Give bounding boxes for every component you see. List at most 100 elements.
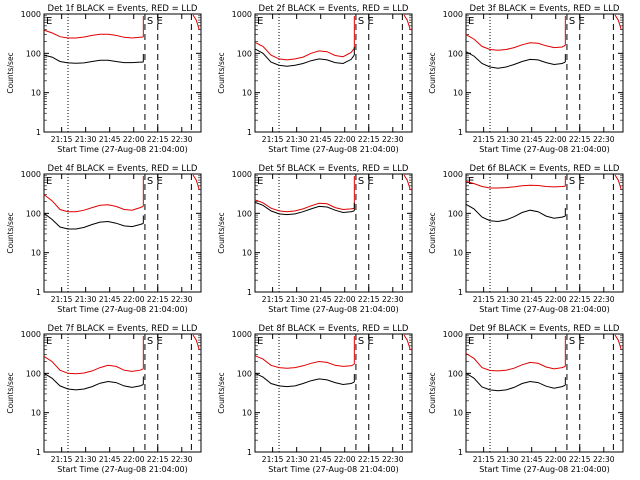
y-axis-label: Counts/sec [428,372,437,413]
x-tick-label: 21:30 [286,295,308,304]
x-tick-label: 22:00 [545,455,567,464]
lld-tail-line [403,14,411,31]
x-tick-label: 21:45 [99,295,121,304]
x-axis-label: Start Time (27-Aug-08 21:04:00) [268,465,399,474]
lld-series-line [465,180,566,189]
y-tick-label: 1000 [232,10,252,19]
x-tick-label: 21:30 [75,295,97,304]
y-tick-label: 1 [36,288,41,297]
x-tick-label: 21:45 [310,295,332,304]
lld-tail-line [614,174,622,191]
panel-8: Det 8f BLACK = Events, RED = LLD 1 10 100 10… [217,324,413,474]
e-marker-label: E [257,16,263,27]
se-marker-label: S E [147,336,163,347]
x-tick-label: 21:30 [497,135,519,144]
se-marker-label: S E [569,16,585,27]
y-tick-label: 1000 [232,170,252,179]
x-tick-label: 22:15 [569,455,591,464]
panel-title: Det 3f BLACK = Events, RED = LLD [470,4,620,14]
y-tick-label: 10 [453,89,463,98]
e-marker-label: E [468,336,474,347]
x-tick-label: 21:15 [262,295,284,304]
x-tick-label: 21:45 [521,295,543,304]
axes-frame [43,173,202,293]
x-tick-label: 21:30 [75,135,97,144]
lld-tail-line [192,334,200,351]
x-axis-label: Start Time (27-Aug-08 21:04:00) [479,305,610,314]
panel-title: Det 2f BLACK = Events, RED = LLD [259,4,409,14]
y-tick-label: 100 [237,369,252,378]
lld-series-line [43,194,144,213]
se-marker-label: S E [147,176,163,187]
e-marker-label: E [468,176,474,187]
y-tick-label: 1000 [443,170,463,179]
x-tick-label: 21:45 [99,455,121,464]
e-marker-label: E [46,16,52,27]
events-series-line [254,372,355,388]
lld-tail-line [403,334,411,351]
y-tick-label: 1000 [443,10,463,19]
axes-frame [465,13,624,133]
e-marker-label: E [468,16,474,27]
y-axis-label: Counts/sec [6,212,15,253]
x-tick-label: 22:30 [382,455,404,464]
x-tick-label: 21:45 [99,135,121,144]
lld-tail-line [192,14,200,31]
events-series-line [254,201,355,216]
x-tick-label: 22:00 [545,295,567,304]
x-axis-label: Start Time (27-Aug-08 21:04:00) [57,145,188,154]
panel-1: Det 1f BLACK = Events, RED = LLD 1 10 100 10… [6,4,202,154]
x-tick-label: 21:15 [262,455,284,464]
panel-5: Det 5f BLACK = Events, RED = LLD 1 10 100 10… [217,164,413,314]
y-tick-label: 10 [31,409,41,418]
lld-tail-line [614,334,622,351]
axes-frame [254,333,413,453]
x-tick-label: 21:15 [262,135,284,144]
y-tick-label: 1000 [21,170,41,179]
x-axis-label: Start Time (27-Aug-08 21:04:00) [268,145,399,154]
x-tick-label: 21:45 [310,135,332,144]
y-tick-label: 100 [237,209,252,218]
x-tick-label: 21:45 [310,455,332,464]
y-tick-label: 1000 [232,330,252,339]
x-tick-label: 21:45 [521,455,543,464]
axes-frame [465,333,624,453]
lld-series-line [254,355,355,369]
panel-4: Det 4f BLACK = Events, RED = LLD 1 10 100 10… [6,164,202,314]
x-tick-label: 22:15 [147,455,169,464]
se-marker-label: S E [358,16,374,27]
lld-series-line [43,29,144,39]
events-series-line [43,212,144,230]
x-tick-label: 22:15 [147,295,169,304]
y-tick-label: 1 [36,448,41,457]
y-tick-label: 10 [453,409,463,418]
panel-title: Det 1f BLACK = Events, RED = LLD [48,4,198,14]
x-axis-label: Start Time (27-Aug-08 21:04:00) [268,305,399,314]
y-tick-label: 10 [242,249,252,258]
lld-series-line [465,353,566,372]
events-series-line [465,51,566,69]
panel-title: Det 6f BLACK = Events, RED = LLD [470,164,620,174]
se-marker-label: S E [569,336,585,347]
x-tick-label: 21:15 [473,295,495,304]
axes-frame [43,13,202,133]
y-tick-label: 100 [26,369,41,378]
y-tick-label: 100 [448,369,463,378]
e-marker-label: E [46,176,52,187]
y-axis-label: Counts/sec [428,212,437,253]
x-axis-label: Start Time (27-Aug-08 21:04:00) [57,465,188,474]
y-tick-label: 100 [448,49,463,58]
y-tick-label: 1 [247,128,252,137]
events-series-line [465,372,566,392]
x-tick-label: 21:15 [51,295,73,304]
y-tick-label: 1 [458,128,463,137]
x-axis-label: Start Time (27-Aug-08 21:04:00) [479,465,610,474]
x-tick-label: 22:00 [334,455,356,464]
x-tick-label: 22:15 [358,135,380,144]
y-tick-label: 100 [26,49,41,58]
y-tick-label: 10 [31,89,41,98]
x-tick-label: 21:30 [286,455,308,464]
x-tick-label: 21:45 [521,135,543,144]
panel-9: Det 9f BLACK = Events, RED = LLD 1 10 100 10… [428,324,624,474]
